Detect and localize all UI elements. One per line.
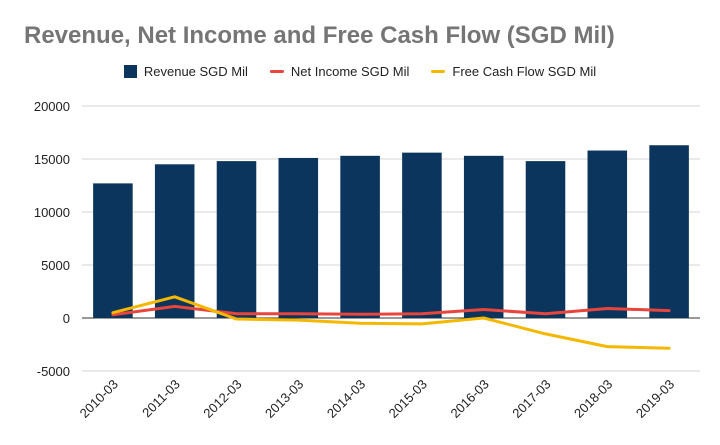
revenue-bar xyxy=(402,152,442,318)
x-tick-label: 2019-03 xyxy=(633,377,677,421)
x-tick-label: 2012-03 xyxy=(200,377,244,421)
y-tick-label: -5000 xyxy=(37,364,70,379)
revenue-bar xyxy=(340,155,380,318)
x-tick-label: 2018-03 xyxy=(571,377,615,421)
revenue-bar xyxy=(154,164,195,318)
chart-title: Revenue, Net Income and Free Cash Flow (… xyxy=(24,22,615,49)
x-tick-label: 2013-03 xyxy=(262,377,306,421)
legend-item-net-income[interactable]: Net Income SGD Mil xyxy=(269,64,410,79)
legend-label-revenue: Revenue SGD Mil xyxy=(143,64,248,79)
x-tick-label: 2014-03 xyxy=(324,377,368,421)
y-tick-label: 0 xyxy=(63,311,70,326)
x-tick-label: 2017-03 xyxy=(509,377,553,421)
free-cash-flow-sgd-mil-line xyxy=(111,295,671,350)
legend-item-free-cash-flow[interactable]: Free Cash Flow SGD Mil xyxy=(431,64,596,79)
revenue-bar xyxy=(649,145,689,318)
legend-item-revenue[interactable]: Revenue SGD Mil xyxy=(123,64,248,79)
x-tick-label: 2010-03 xyxy=(77,377,121,421)
revenue-bar xyxy=(587,150,628,318)
chart-legend: Revenue SGD Mil Net Income SGD Mil Free … xyxy=(0,64,720,79)
legend-label-net-income: Net Income SGD Mil xyxy=(290,64,410,79)
x-tick-label: 2015-03 xyxy=(386,377,430,421)
x-tick-label: 2016-03 xyxy=(447,377,491,421)
x-tick-label: 2011-03 xyxy=(139,377,183,421)
revenue-bar xyxy=(463,155,504,318)
y-tick-label: 10000 xyxy=(34,205,70,220)
legend-swatch-revenue xyxy=(123,65,137,78)
y-tick-label: 15000 xyxy=(34,152,70,167)
net-income-sgd-mil-line xyxy=(111,304,671,317)
y-tick-label: 5000 xyxy=(41,258,70,273)
revenue-bar xyxy=(278,157,319,318)
y-tick-label: 20000 xyxy=(34,99,70,114)
revenue-bar xyxy=(216,161,257,318)
legend-label-free-cash-flow: Free Cash Flow SGD Mil xyxy=(452,64,597,79)
legend-swatch-free-cash-flow xyxy=(431,70,446,73)
legend-swatch-net-income xyxy=(269,70,284,73)
revenue-bar xyxy=(93,183,133,318)
revenue-bar xyxy=(525,161,566,318)
